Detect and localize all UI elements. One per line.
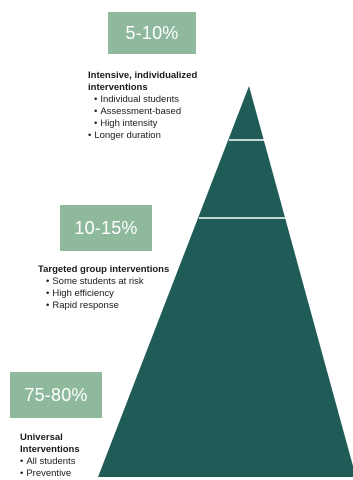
list-item: Assessment-based [88,106,248,118]
tier-1-description: Intensive, individualized interventions … [88,70,248,142]
list-item: Preventive [20,468,110,480]
list-item: Some students at risk [38,276,208,288]
tier-3-heading: Universal Interventions [20,432,80,455]
list-item: Individual students [88,94,248,106]
list-item: Longer duration [88,130,248,142]
tier-1-list: Individual students Assessment-based Hig… [88,94,248,142]
tier-1-percentage: 5-10% [108,12,196,54]
tier-3-list: All students Preventive [20,456,110,480]
list-item: High intensity [88,118,248,130]
pyramid-shape [98,86,353,477]
tier-3-percentage: 75-80% [10,372,102,418]
tier-2-heading: Targeted group interventions [38,264,170,275]
tier-3-description: Universal Interventions All students Pre… [20,432,110,480]
list-item: All students [20,456,110,468]
tier-2-list: Some students at risk High efficiency Ra… [38,276,208,312]
tier-1-heading: Intensive, individualized interventions [88,70,198,93]
list-item: High efficiency [38,288,208,300]
list-item: Rapid response [38,300,208,312]
tier-2-percentage: 10-15% [60,205,152,251]
tier-2-description: Targeted group interventions Some studen… [38,264,208,312]
